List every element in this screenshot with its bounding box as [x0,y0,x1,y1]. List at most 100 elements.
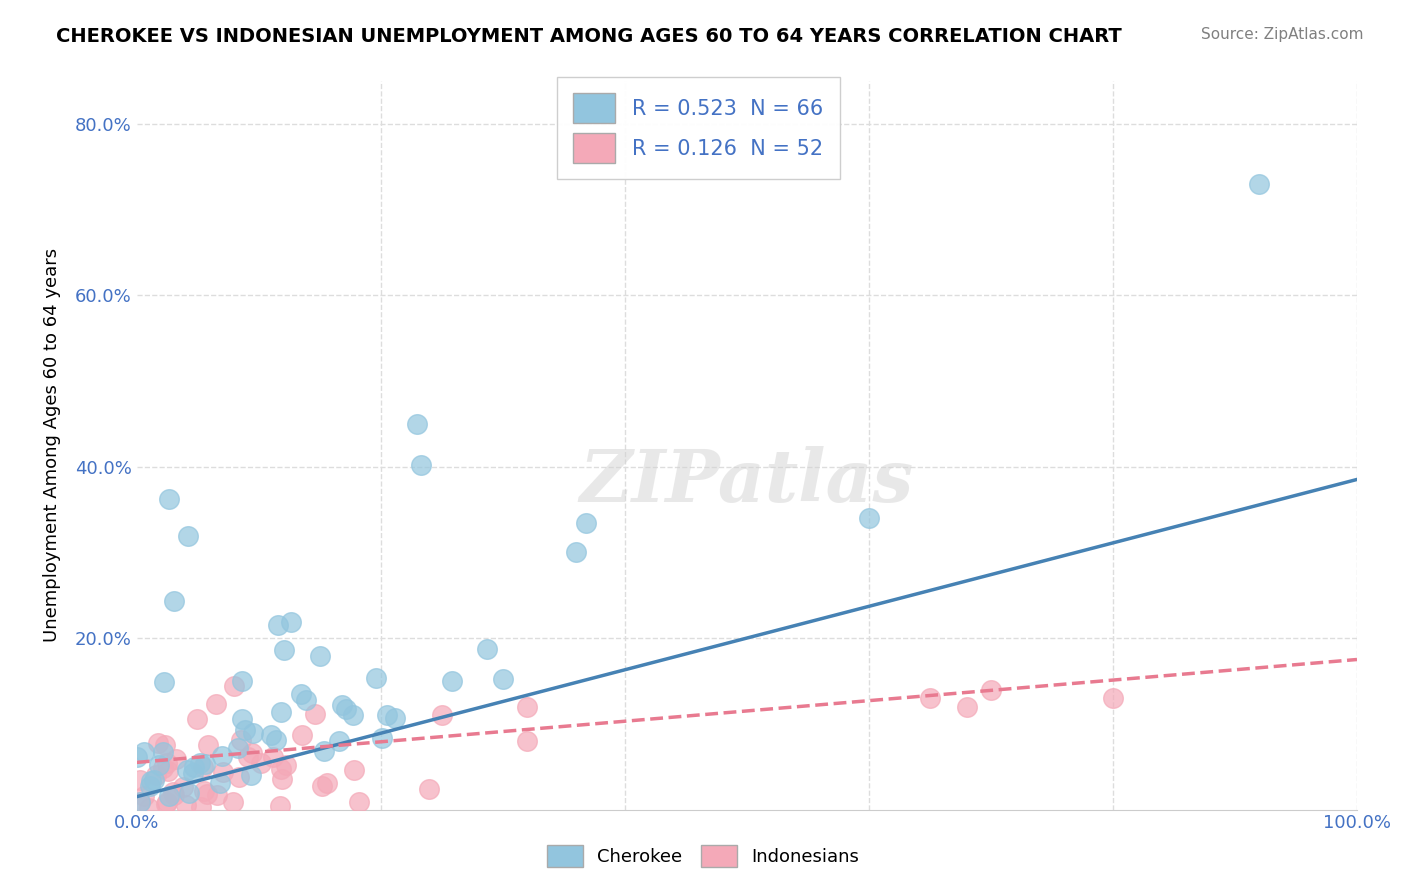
Point [153,674,176,689]
Y-axis label: Unemployment Among Ages 60 to 64 years: Unemployment Among Ages 60 to 64 years [44,248,60,642]
Point [127,750,149,764]
Point [371,731,394,745]
Point [441,674,464,689]
Point [384,711,406,725]
Point [172,780,194,794]
Legend: R = 0.523  N = 66, R = 0.126  N = 52: R = 0.523 N = 66, R = 0.126 N = 52 [557,77,839,179]
Point [156,764,179,778]
Point [176,764,198,778]
Point [156,756,179,771]
Point [270,705,292,719]
Point [516,734,538,748]
Point [139,779,162,793]
Point [190,800,212,814]
Point [152,761,174,775]
Point [128,795,150,809]
Legend: Cherokee, Indonesians: Cherokee, Indonesians [540,838,866,874]
Point [195,787,218,801]
Point [565,545,588,559]
Point [157,789,180,803]
Point [212,765,235,780]
Point [249,756,271,770]
Point [224,679,246,693]
Point [475,641,498,656]
Point [406,417,429,431]
Point [148,757,170,772]
Point [174,797,197,812]
Point [181,765,204,780]
Point [271,772,294,786]
Point [273,643,295,657]
Point [188,756,211,771]
Point [132,745,155,759]
Point [197,738,219,752]
Point [186,712,208,726]
Point [349,795,371,809]
Point [291,728,314,742]
Point [207,788,229,802]
Point [165,751,187,765]
Point [191,760,214,774]
Point [430,708,453,723]
Point [366,672,388,686]
Point [155,797,177,812]
Point [264,733,287,747]
Point [145,767,167,781]
Point [1102,691,1125,706]
Point [266,617,288,632]
Point [228,771,250,785]
Point [209,776,232,790]
Point [411,458,433,472]
Point [179,786,201,800]
Point [129,795,152,809]
Text: CHEROKEE VS INDONESIAN UNEMPLOYMENT AMONG AGES 60 TO 64 YEARS CORRELATION CHART: CHEROKEE VS INDONESIAN UNEMPLOYMENT AMON… [56,27,1122,45]
Point [132,789,155,804]
Point [280,615,302,629]
Point [575,516,598,531]
Point [240,746,263,760]
Point [274,758,297,772]
Point [858,511,880,525]
Point [226,740,249,755]
Point [242,725,264,739]
Point [233,723,256,737]
Point [143,772,166,787]
Point [183,760,205,774]
Point [231,732,253,747]
Point [211,749,233,764]
Point [955,699,977,714]
Point [163,788,186,802]
Point [240,767,263,781]
Point [260,728,283,742]
Point [194,757,217,772]
Text: Source: ZipAtlas.com: Source: ZipAtlas.com [1201,27,1364,42]
Point [157,492,180,507]
Point [312,744,335,758]
Point [222,795,245,809]
Point [231,712,253,726]
Point [205,697,228,711]
Point [139,774,162,789]
Point [980,682,1002,697]
Point [163,594,186,608]
Point [295,692,318,706]
Point [262,749,284,764]
Point [418,782,440,797]
Point [332,698,354,712]
Point [304,707,326,722]
Point [516,699,538,714]
Point [342,707,364,722]
Point [335,702,357,716]
Point [152,745,174,759]
Point [138,801,160,815]
Point [375,708,398,723]
Point [311,779,333,793]
Point [177,529,200,543]
Point [918,691,941,706]
Point [236,750,259,764]
Point [316,776,339,790]
Point [129,772,152,787]
Point [290,687,312,701]
Point [156,795,179,809]
Text: ZIPatlas: ZIPatlas [579,446,914,517]
